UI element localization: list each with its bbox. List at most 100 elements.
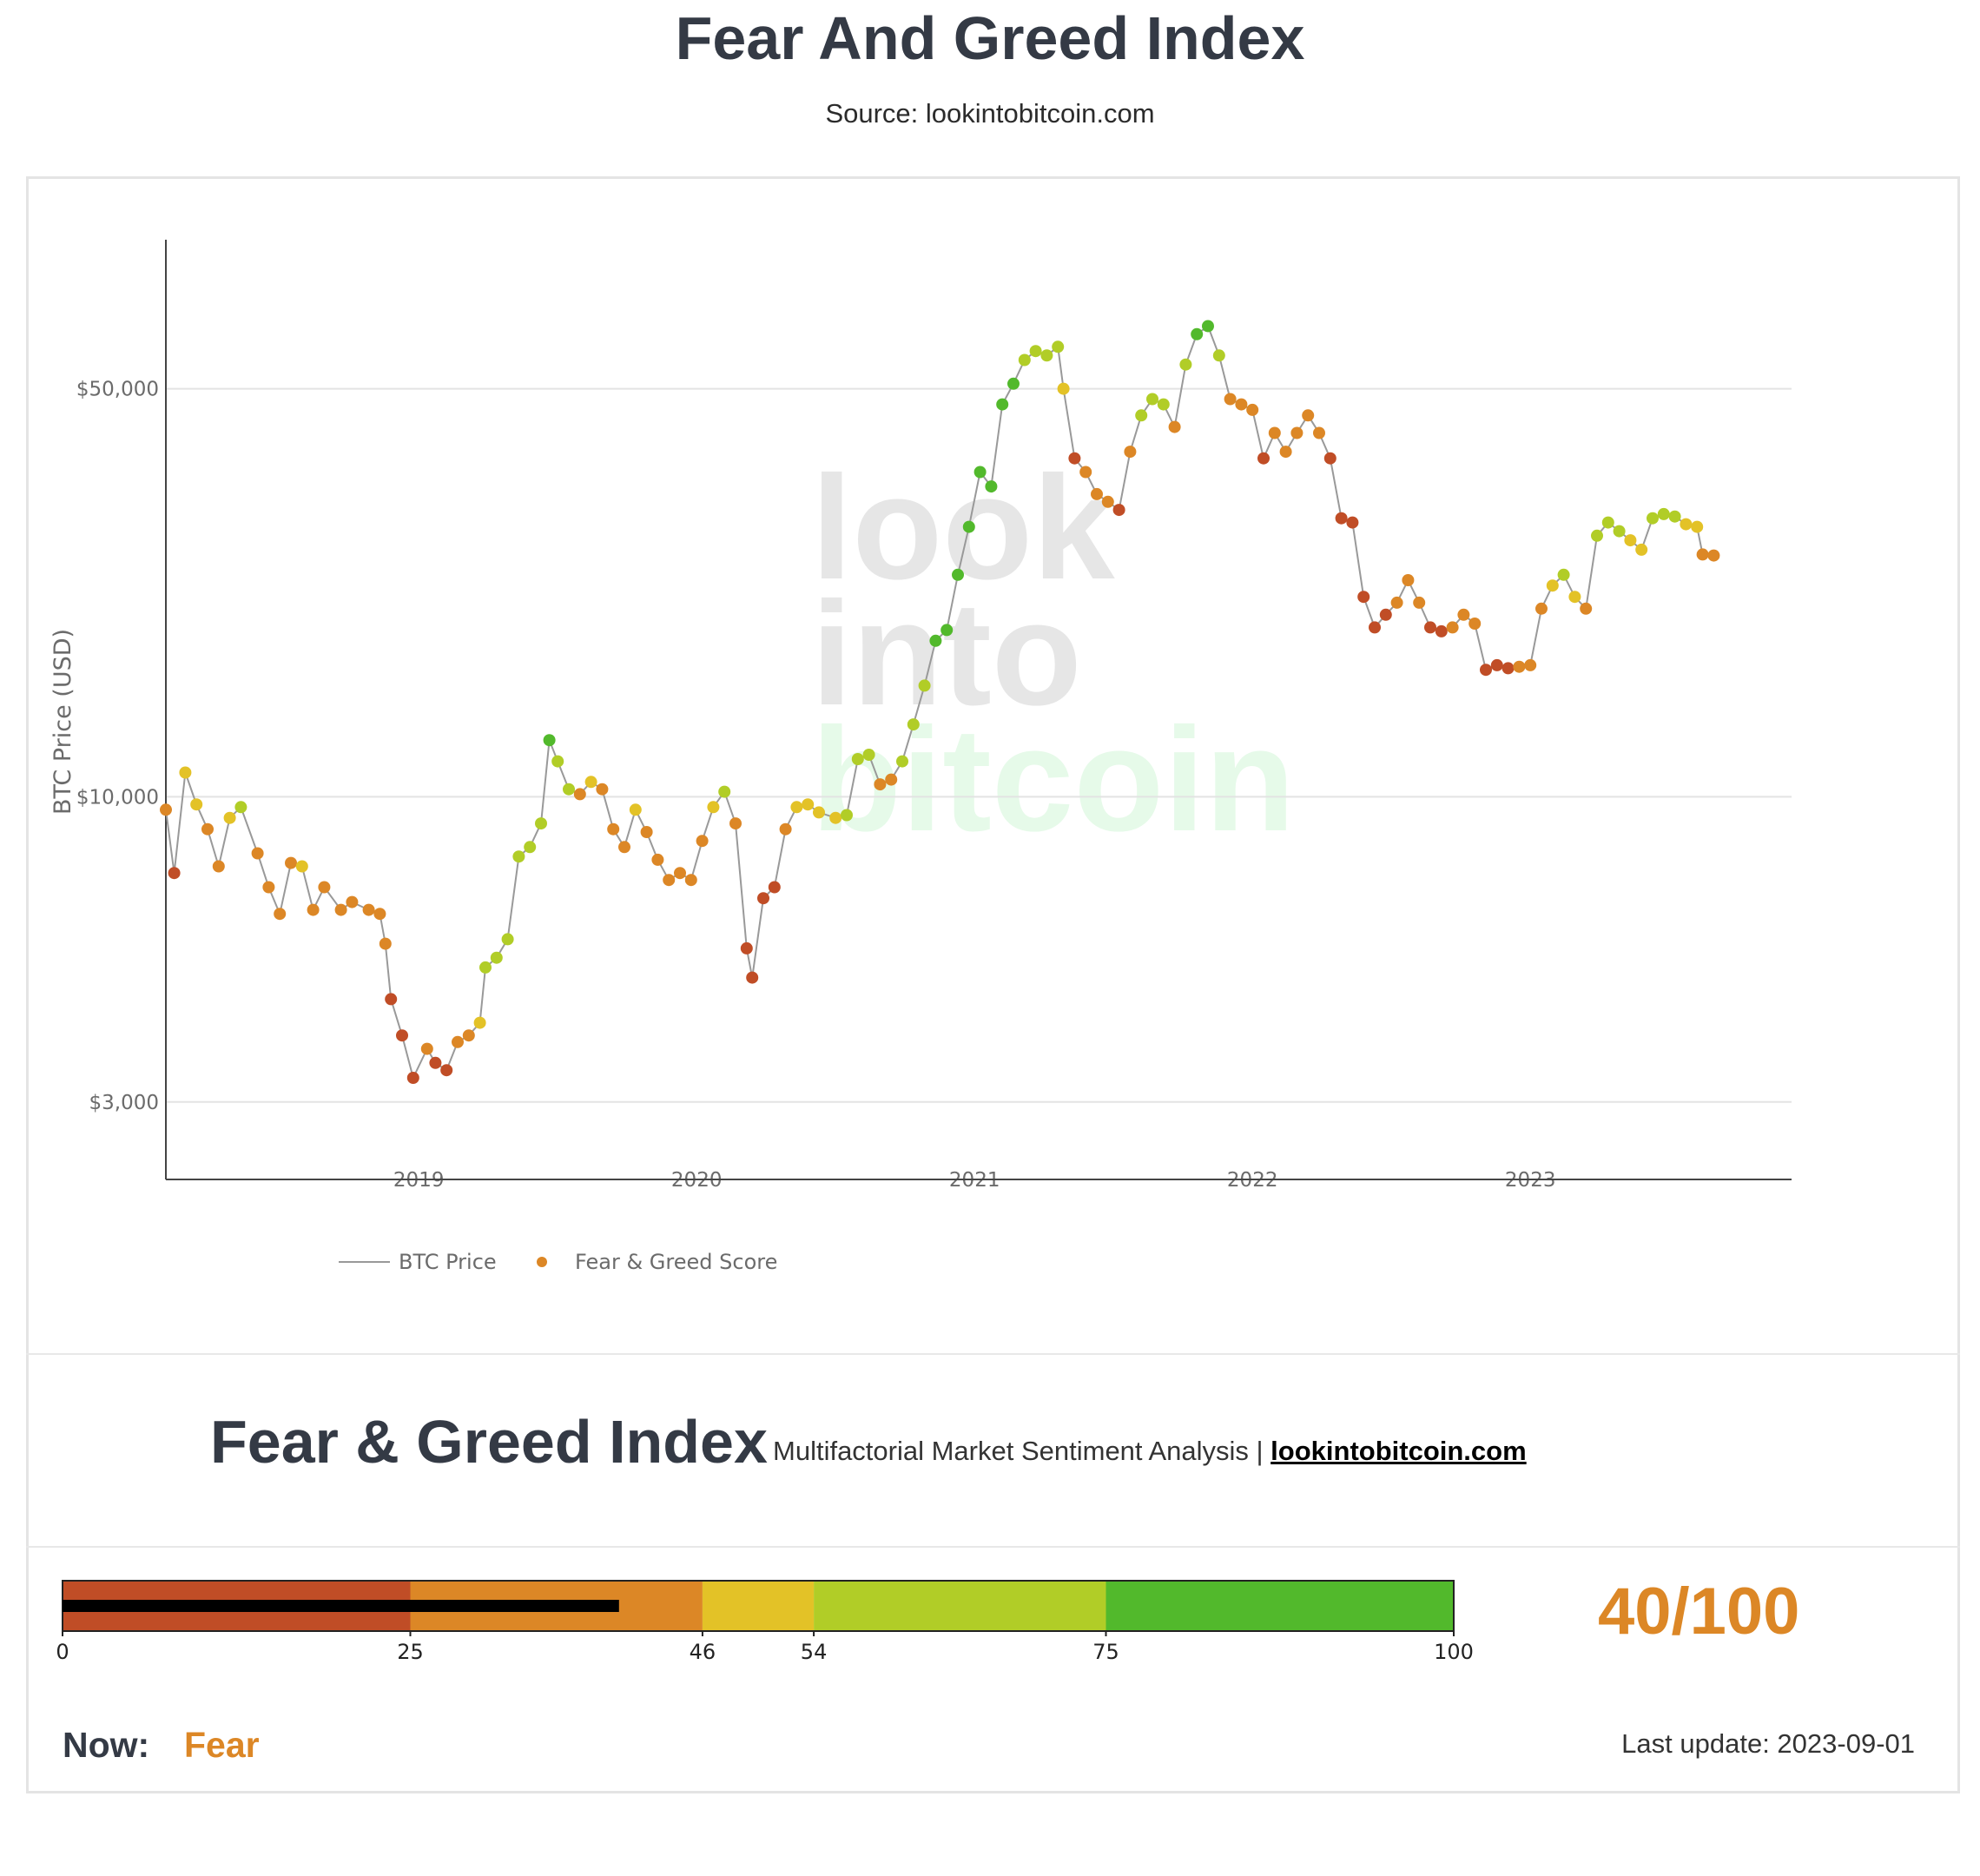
score-point [1068, 452, 1081, 465]
now-label: Now: [63, 1725, 150, 1765]
score-point [629, 803, 642, 816]
index-subtitle-text: Multifactorial Market Sentiment Analysis… [773, 1436, 1264, 1466]
score-point [212, 860, 225, 873]
score-point [1040, 349, 1053, 362]
legend-dot-swatch [537, 1257, 547, 1267]
score-point [201, 822, 214, 836]
score-point [452, 1035, 464, 1048]
score-point [1535, 602, 1548, 615]
legend-label: Fear & Greed Score [575, 1250, 777, 1274]
score-point [885, 773, 898, 786]
gauge-value-bar [63, 1600, 619, 1612]
legend-label: BTC Price [399, 1250, 497, 1274]
score-point [1601, 516, 1614, 529]
score-point [1018, 353, 1031, 367]
score-point [1202, 320, 1214, 333]
score-point [1268, 426, 1281, 439]
score-point [501, 933, 514, 946]
score-point [160, 803, 172, 816]
score-point [1707, 549, 1720, 562]
score-point [1057, 382, 1070, 395]
page-title: Fear And Greed Index [675, 4, 1305, 72]
score-point [190, 798, 203, 811]
score-point [1091, 487, 1103, 500]
score-point [1335, 512, 1348, 525]
score-point [1079, 466, 1092, 479]
score-point [551, 755, 564, 768]
score-point [1591, 529, 1603, 542]
score-point [651, 853, 664, 866]
score-point [179, 766, 192, 779]
gauge-tick-label: 100 [1434, 1640, 1474, 1664]
score-point [1323, 452, 1336, 465]
score-point [757, 892, 769, 905]
score-points-layer [160, 320, 1720, 1084]
score-point [674, 867, 686, 880]
score-point [1112, 504, 1125, 517]
score-point [746, 971, 759, 984]
index-subtitle: Multifactorial Market Sentiment Analysis… [773, 1436, 1527, 1467]
score-point [790, 801, 803, 814]
score-point [385, 993, 398, 1006]
score-point [274, 908, 287, 921]
score-point [940, 624, 954, 637]
y-axis-label: BTC Price (USD) [50, 629, 76, 815]
score-point [1379, 608, 1392, 621]
btc-price-line [165, 324, 1714, 1080]
score-point [1290, 426, 1304, 439]
score-point [1446, 621, 1459, 634]
y-tick-label: $3,000 [89, 1092, 159, 1114]
score-point [573, 788, 586, 801]
score-point [1691, 520, 1704, 533]
score-point [1224, 393, 1237, 406]
score-point [829, 811, 842, 824]
index-title: Fear & Greed Index [210, 1408, 768, 1476]
score-value: 40/100 [1598, 1575, 1800, 1648]
score-point [1157, 398, 1170, 411]
price-line-layer [165, 324, 1714, 1080]
section-divider [26, 1546, 1960, 1548]
score-point [479, 961, 492, 974]
score-point [1490, 658, 1503, 671]
score-point [696, 835, 709, 848]
score-point [584, 776, 597, 789]
gauge-tick-label: 0 [56, 1640, 69, 1664]
gauge-ticks: 0 25 46 54 75 100 [56, 1631, 1474, 1664]
score-point [168, 867, 181, 880]
score-point [373, 908, 386, 921]
chart-legend[interactable]: BTC Price Fear & Greed Score [339, 1250, 777, 1274]
chart-grid [166, 387, 1792, 1103]
score-point [1557, 568, 1570, 581]
score-point [1668, 510, 1681, 523]
score-point [718, 785, 731, 798]
section-divider [26, 1353, 1960, 1355]
lookintobitcoin-link[interactable]: lookintobitcoin.com [1270, 1436, 1527, 1466]
score-point [543, 734, 556, 747]
score-point [684, 874, 697, 887]
now-sentiment: Fear [184, 1725, 260, 1765]
score-point [334, 903, 347, 916]
score-point [1191, 327, 1204, 340]
score-point [1257, 452, 1270, 465]
score-point [1246, 403, 1259, 416]
score-point [862, 749, 875, 761]
score-point [1007, 377, 1020, 390]
score-point [1480, 664, 1492, 677]
score-point [406, 1072, 419, 1084]
score-point [1647, 512, 1659, 525]
gauge-tick-label: 75 [1092, 1640, 1119, 1664]
score-point [295, 860, 308, 873]
score-point [1613, 525, 1626, 538]
score-point [707, 801, 720, 814]
score-point [440, 1064, 453, 1077]
score-point [1580, 602, 1593, 615]
score-point [1524, 658, 1537, 671]
score-point [473, 1016, 486, 1029]
score-point [962, 520, 975, 533]
y-tick-label: $50,000 [76, 379, 159, 401]
score-point [1468, 618, 1482, 630]
watermark-text: into [811, 571, 1082, 737]
score-point [1235, 398, 1248, 411]
score-point [1313, 426, 1325, 439]
